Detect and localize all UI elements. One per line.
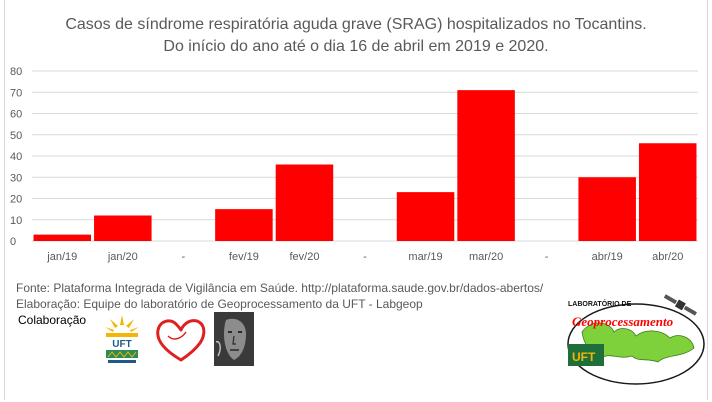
labgeop-logo: LABORATÓRIO DE Geoprocessamento UFT: [567, 294, 705, 385]
face-icon: [214, 312, 254, 366]
collaboration-label: Colaboração: [18, 313, 87, 327]
y-tick-label: 70: [10, 87, 22, 99]
y-tick-label: 30: [10, 172, 22, 184]
bar-fev-20: [275, 164, 334, 241]
source-note: Fonte: Plataforma Integrada de Vigilânci…: [16, 281, 544, 295]
y-tick-label: 40: [10, 151, 22, 163]
y-tick-label: 60: [10, 109, 22, 121]
bar-jan-19: [33, 234, 92, 241]
bar-abr-19: [578, 177, 636, 241]
x-tick-label: mar/20: [469, 251, 503, 263]
bar-abr-20: [638, 143, 697, 241]
y-tick-label: 20: [10, 194, 22, 206]
labgeop-logo-script: Geoprocessamento: [572, 314, 674, 329]
y-tick-label: 10: [10, 215, 22, 227]
bar-mar-19: [396, 192, 455, 241]
chart-title: Casos de síndrome respiratória aguda gra…: [65, 16, 647, 33]
uft-logo-text: UFT: [112, 339, 131, 350]
bar-jan-20: [94, 215, 152, 241]
satellite-icon: [663, 294, 697, 316]
authorship-note: Elaboração: Equipe do laboratório de Geo…: [16, 297, 423, 311]
y-tick-label: 80: [10, 66, 22, 78]
uft-logo: UFT: [105, 315, 139, 363]
bar-chart: 0 10 20 30 40 50 60 70 80 jan/19 jan/20 - fev/19 fev…: [10, 66, 698, 263]
y-tick-label: 0: [10, 236, 16, 248]
y-axis-ticks: 0 10 20 30 40 50 60 70 80: [10, 66, 22, 248]
y-tick-label: 50: [10, 130, 22, 142]
x-tick-label: fev/20: [289, 251, 319, 263]
chart-subtitle: Do início do ano até o dia 16 de abril e…: [163, 38, 549, 55]
labgeop-logo-top-text: LABORATÓRIO DE: [568, 299, 632, 308]
bars: [33, 90, 697, 241]
x-tick-label: fev/19: [229, 251, 259, 263]
x-tick-label: jan/19: [46, 251, 77, 263]
heart-logo: [156, 319, 206, 362]
x-tick-label: -: [545, 251, 549, 263]
x-tick-label: abr/20: [652, 251, 683, 263]
bar-mar-20: [457, 90, 515, 241]
bar-fev-19: [215, 209, 273, 241]
face-logo: [214, 312, 254, 366]
x-tick-label: abr/19: [592, 251, 623, 263]
x-tick-label: jan/20: [107, 251, 138, 263]
x-tick-label: -: [363, 251, 367, 263]
x-tick-label: mar/19: [408, 251, 442, 263]
x-axis-ticks: jan/19 jan/20 - fev/19 fev/20 - mar/19 mar/20 - a…: [46, 251, 683, 263]
labgeop-logo-uft: UFT: [572, 350, 596, 364]
x-tick-label: -: [182, 251, 186, 263]
